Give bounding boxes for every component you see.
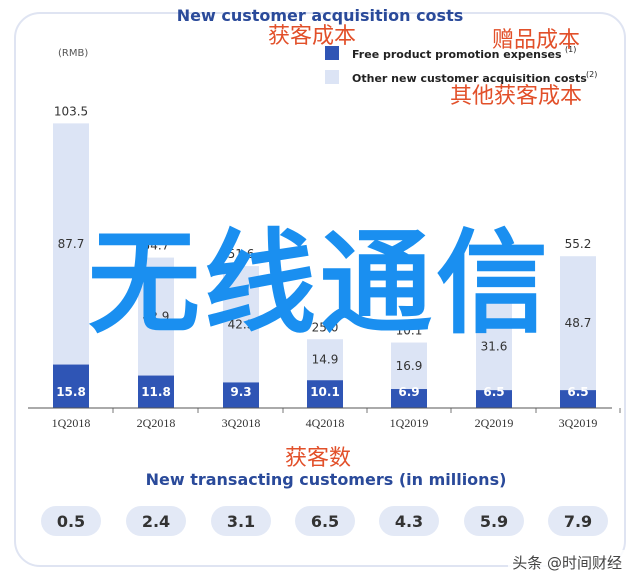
value-label-other-2Q2019: 31.6 <box>481 340 508 354</box>
transaction-value-4Q2018: 6.5 <box>311 512 339 531</box>
transaction-value-1Q2018: 0.5 <box>57 512 85 531</box>
bar-free-2Q2019 <box>476 390 512 408</box>
chart-frame <box>14 12 626 567</box>
value-label-total-3Q2018: 51.6 <box>228 247 255 261</box>
category-label-4Q2018: 4Q2018 <box>306 416 345 430</box>
value-label-other-1Q2019: 16.9 <box>396 359 423 373</box>
bar-other-2Q2019 <box>476 303 512 391</box>
bar-free-3Q2018 <box>223 382 259 408</box>
transaction-value-1Q2019: 4.3 <box>395 512 423 531</box>
transaction-pill-1Q2018 <box>41 506 101 536</box>
category-label-2Q2019: 2Q2019 <box>475 416 514 430</box>
transaction-pill-2Q2019 <box>464 506 524 536</box>
legend-label-other-cost: Other new customer acquisition costs <box>352 72 587 85</box>
value-label-free-4Q2018: 10.1 <box>310 385 340 399</box>
transaction-value-2Q2018: 2.4 <box>142 512 170 531</box>
value-label-total-2Q2018: 54.7 <box>143 239 170 253</box>
category-label-1Q2019: 1Q2019 <box>390 416 429 430</box>
bar-free-3Q2019 <box>560 390 596 408</box>
cn-other-cost-label: 其他获客成本 <box>450 84 583 109</box>
category-label-3Q2018: 3Q2018 <box>222 416 261 430</box>
source-credit: 头条 @时间财经 <box>508 550 626 575</box>
transaction-pill-3Q2019 <box>548 506 608 536</box>
bar-other-4Q2018 <box>307 339 343 381</box>
value-label-free-2Q2018: 11.8 <box>141 385 171 399</box>
transaction-pill-2Q2018 <box>126 506 186 536</box>
bar-free-4Q2018 <box>307 380 343 408</box>
bar-other-2Q2018 <box>138 257 174 376</box>
unit-label: (RMB) <box>58 48 88 59</box>
value-label-total-3Q2019: 55.2 <box>565 237 592 251</box>
bar-other-3Q2019 <box>560 256 596 391</box>
value-label-total-1Q2018: 103.5 <box>54 104 88 118</box>
value-label-other-3Q2018: 42.3 <box>228 317 255 331</box>
legend-swatch-other-cost <box>325 70 339 84</box>
value-label-free-3Q2019: 6.5 <box>567 385 588 399</box>
transaction-pill-4Q2018 <box>295 506 355 536</box>
transaction-pill-3Q2018 <box>211 506 271 536</box>
bar-free-1Q2018 <box>53 364 89 408</box>
category-label-2Q2018: 2Q2018 <box>137 416 176 430</box>
bar-other-1Q2019 <box>391 342 427 390</box>
value-label-other-3Q2019: 48.7 <box>565 316 592 330</box>
transactions-title: New transacting customers (in millions) <box>146 470 507 489</box>
value-label-other-4Q2018: 14.9 <box>312 353 339 367</box>
legend-footnote-2: (2) <box>586 70 597 79</box>
value-label-total-1Q2019: 10.1 <box>396 324 423 338</box>
cn-acquisition-cost-label: 获客成本 <box>268 24 357 49</box>
bar-other-3Q2018 <box>223 266 259 383</box>
legend-swatch-free-product <box>325 46 339 60</box>
value-label-free-1Q2018: 15.8 <box>56 385 86 399</box>
value-label-free-1Q2019: 6.9 <box>398 385 419 399</box>
value-label-other-1Q2018: 87.7 <box>58 237 85 251</box>
value-label-total-4Q2018: 25.0 <box>312 320 339 334</box>
chart-title: New customer acquisition costs <box>177 6 464 25</box>
bar-free-2Q2018 <box>138 375 174 408</box>
bar-free-1Q2019 <box>391 389 427 408</box>
transaction-pill-1Q2019 <box>379 506 439 536</box>
cn-gift-cost-label: 赠品成本 <box>492 28 581 53</box>
category-label-3Q2019: 3Q2019 <box>559 416 598 430</box>
bar-other-1Q2018 <box>53 123 89 365</box>
cn-customers-label: 获客数 <box>285 446 352 471</box>
value-label-free-2Q2019: 6.5 <box>483 385 504 399</box>
transaction-value-2Q2019: 5.9 <box>480 512 508 531</box>
value-label-free-3Q2018: 9.3 <box>230 385 251 399</box>
category-label-1Q2018: 1Q2018 <box>52 416 91 430</box>
legend-label-free-product: Free product promotion expenses <box>352 48 562 61</box>
transaction-value-3Q2019: 7.9 <box>564 512 592 531</box>
value-label-other-2Q2018: 42.9 <box>143 310 170 324</box>
transaction-value-3Q2018: 3.1 <box>227 512 255 531</box>
legend-footnote-1: (1) <box>565 45 576 54</box>
